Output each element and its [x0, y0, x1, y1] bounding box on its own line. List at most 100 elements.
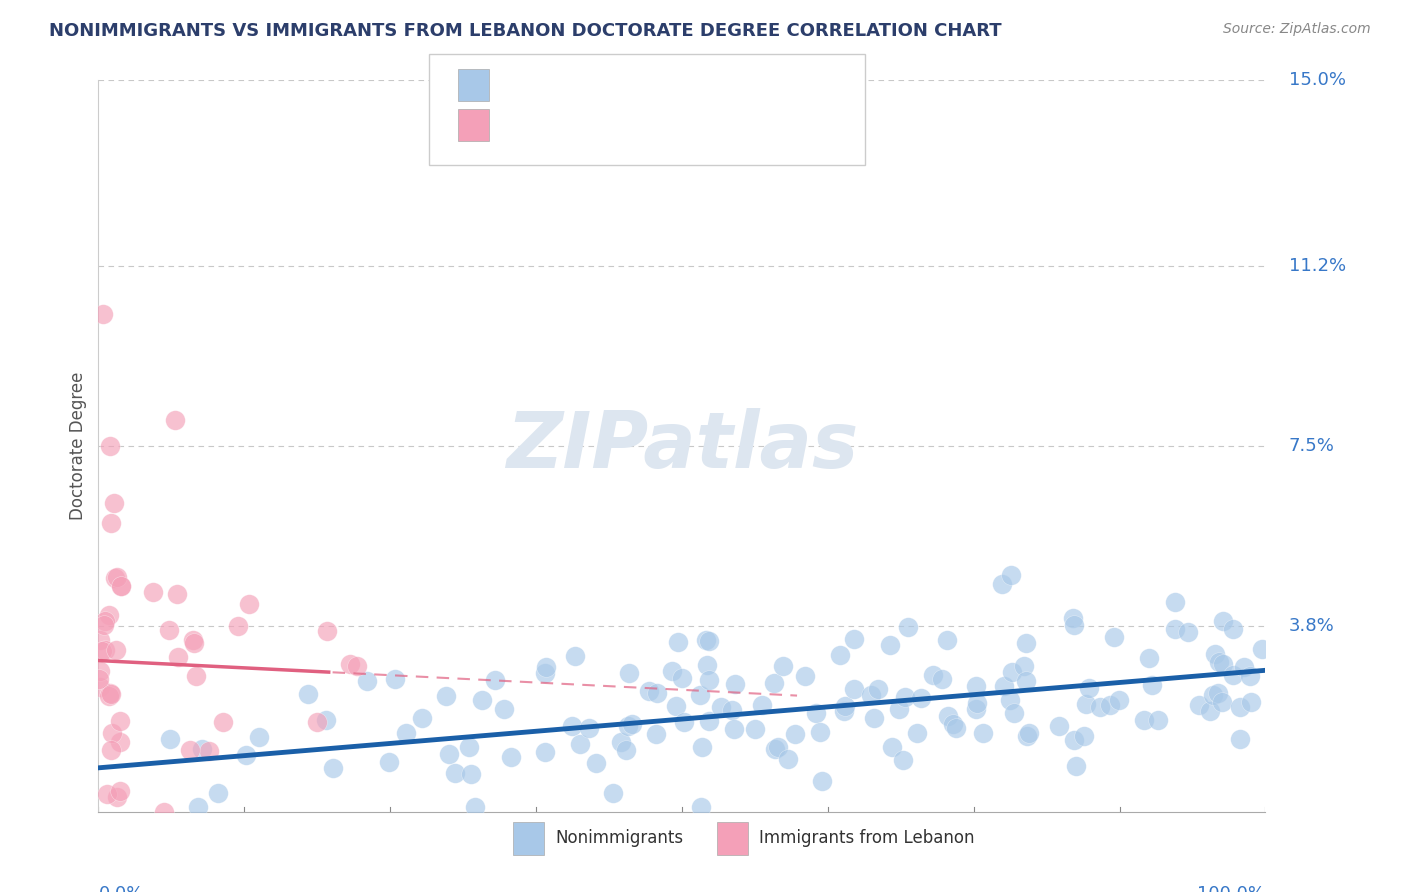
Immigrants from Lebanon — [100, 687, 122, 701]
Nonimmigrants — [993, 679, 1015, 693]
Nonimmigrants — [723, 722, 745, 736]
Text: Immigrants from Lebanon: Immigrants from Lebanon — [759, 830, 974, 847]
Nonimmigrants — [568, 737, 591, 751]
Nonimmigrants — [1177, 624, 1199, 639]
Text: 15.0%: 15.0% — [1289, 71, 1346, 89]
Nonimmigrants — [619, 665, 641, 680]
Immigrants from Lebanon — [104, 642, 127, 657]
Nonimmigrants — [1240, 696, 1263, 710]
Immigrants from Lebanon — [98, 689, 121, 703]
Nonimmigrants — [1212, 657, 1234, 671]
Nonimmigrants — [564, 649, 586, 664]
Nonimmigrants — [1015, 635, 1038, 649]
Immigrants from Lebanon — [212, 714, 235, 729]
Nonimmigrants — [247, 730, 270, 744]
Immigrants from Lebanon — [183, 636, 205, 650]
Immigrants from Lebanon — [97, 608, 120, 623]
Text: 0.428: 0.428 — [543, 76, 600, 94]
Nonimmigrants — [887, 702, 910, 716]
Immigrants from Lebanon — [166, 587, 188, 601]
Immigrants from Lebanon — [238, 598, 260, 612]
Immigrants from Lebanon — [108, 734, 131, 748]
Nonimmigrants — [1063, 618, 1085, 632]
Nonimmigrants — [783, 727, 806, 741]
Nonimmigrants — [891, 753, 914, 767]
Text: NONIMMIGRANTS VS IMMIGRANTS FROM LEBANON DOCTORATE DEGREE CORRELATION CHART: NONIMMIGRANTS VS IMMIGRANTS FROM LEBANON… — [49, 22, 1002, 40]
Immigrants from Lebanon — [197, 744, 219, 758]
Immigrants from Lebanon — [179, 742, 201, 756]
Nonimmigrants — [832, 704, 855, 718]
Nonimmigrants — [1063, 733, 1085, 747]
Immigrants from Lebanon — [186, 668, 208, 682]
Nonimmigrants — [1229, 700, 1251, 714]
Text: 7.5%: 7.5% — [1289, 437, 1334, 455]
Text: 11.2%: 11.2% — [1289, 257, 1346, 275]
Nonimmigrants — [810, 773, 832, 788]
Nonimmigrants — [1233, 660, 1256, 674]
Nonimmigrants — [751, 698, 773, 713]
Text: 143: 143 — [644, 76, 682, 94]
Nonimmigrants — [860, 688, 883, 702]
Nonimmigrants — [235, 747, 257, 762]
Nonimmigrants — [1108, 693, 1130, 707]
Text: 100.0%: 100.0% — [1198, 885, 1265, 892]
Nonimmigrants — [297, 687, 319, 701]
Nonimmigrants — [585, 756, 607, 770]
Nonimmigrants — [1229, 731, 1251, 746]
Nonimmigrants — [1001, 665, 1024, 679]
Nonimmigrants — [377, 755, 399, 769]
Nonimmigrants — [696, 658, 718, 673]
Immigrants from Lebanon — [94, 615, 117, 629]
Nonimmigrants — [464, 800, 486, 814]
Nonimmigrants — [460, 767, 482, 781]
Immigrants from Lebanon — [108, 784, 131, 798]
Immigrants from Lebanon — [108, 714, 131, 728]
Nonimmigrants — [1222, 622, 1244, 636]
Nonimmigrants — [499, 750, 522, 764]
Nonimmigrants — [665, 698, 688, 713]
Nonimmigrants — [1211, 695, 1233, 709]
Nonimmigrants — [1164, 623, 1187, 637]
Immigrants from Lebanon — [98, 439, 121, 453]
Text: Source: ZipAtlas.com: Source: ZipAtlas.com — [1223, 22, 1371, 37]
Nonimmigrants — [1015, 674, 1038, 689]
Nonimmigrants — [671, 671, 693, 685]
Nonimmigrants — [1078, 681, 1101, 695]
Nonimmigrants — [772, 658, 794, 673]
Text: 46: 46 — [644, 116, 669, 134]
Nonimmigrants — [1208, 655, 1230, 669]
Immigrants from Lebanon — [165, 413, 187, 427]
Immigrants from Lebanon — [316, 624, 339, 639]
Nonimmigrants — [436, 689, 458, 703]
Immigrants from Lebanon — [89, 664, 111, 678]
Nonimmigrants — [1102, 630, 1125, 644]
Nonimmigrants — [695, 633, 717, 648]
Immigrants from Lebanon — [93, 643, 115, 657]
Text: 0.0%: 0.0% — [98, 885, 143, 892]
Nonimmigrants — [744, 722, 766, 736]
Nonimmigrants — [187, 800, 209, 814]
Nonimmigrants — [828, 648, 851, 662]
Nonimmigrants — [458, 740, 481, 755]
Nonimmigrants — [322, 761, 344, 775]
Nonimmigrants — [159, 732, 181, 747]
Nonimmigrants — [1012, 659, 1035, 673]
Immigrants from Lebanon — [181, 632, 204, 647]
Nonimmigrants — [690, 739, 713, 754]
Nonimmigrants — [1147, 714, 1170, 728]
Nonimmigrants — [1049, 719, 1071, 733]
Text: R =: R = — [503, 76, 540, 94]
Nonimmigrants — [617, 719, 640, 733]
Nonimmigrants — [1000, 567, 1022, 582]
Nonimmigrants — [1140, 678, 1163, 692]
Nonimmigrants — [1074, 698, 1097, 712]
Immigrants from Lebanon — [110, 579, 132, 593]
Nonimmigrants — [534, 660, 557, 674]
Immigrants from Lebanon — [157, 623, 180, 637]
Nonimmigrants — [896, 620, 918, 634]
Nonimmigrants — [1202, 688, 1225, 702]
Nonimmigrants — [1073, 729, 1095, 743]
Immigrants from Lebanon — [104, 571, 127, 585]
Immigrants from Lebanon — [228, 619, 250, 633]
Immigrants from Lebanon — [152, 805, 174, 819]
